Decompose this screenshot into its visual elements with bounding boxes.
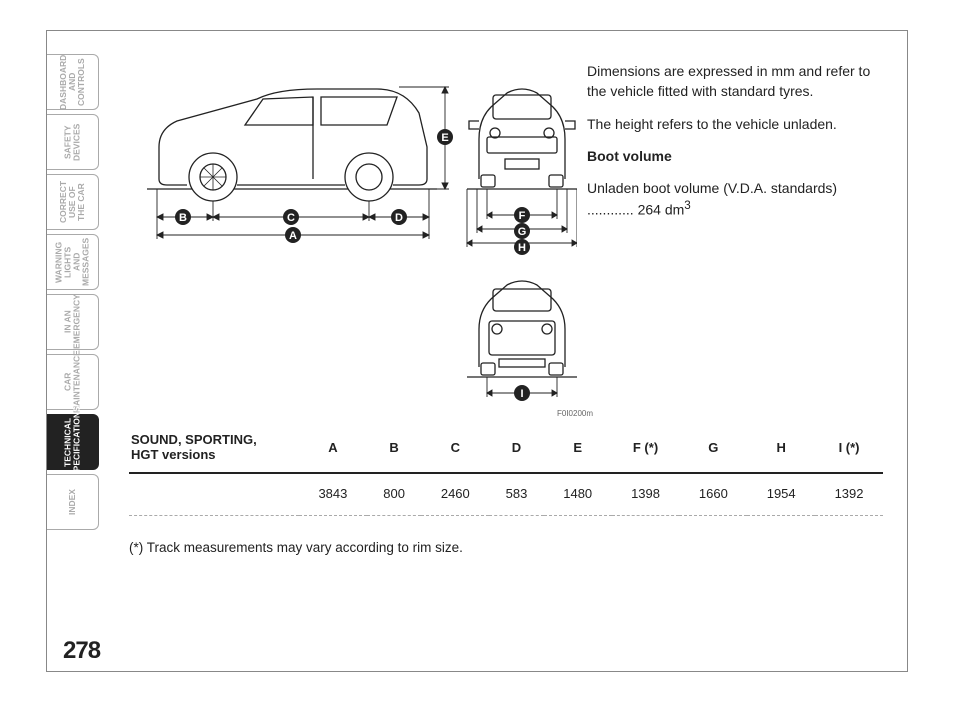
callout-h: H [514, 239, 530, 255]
val-b: 800 [367, 473, 422, 516]
svg-text:G: G [518, 226, 527, 238]
page-sheet: DASHBOARD AND CONTROLS SAFETY DEVICES CO… [46, 30, 908, 672]
val-e: 1480 [544, 473, 612, 516]
callout-a: A [285, 227, 301, 243]
desc-p2: The height refers to the vehicle unladen… [587, 114, 883, 134]
tab-specifications[interactable]: TECHNICAL SPECIFICATIONS [47, 414, 99, 470]
sidebar-tabs: DASHBOARD AND CONTROLS SAFETY DEVICES CO… [47, 54, 99, 530]
col-b: B [367, 426, 422, 473]
col-i: I (*) [815, 426, 883, 473]
tab-safety[interactable]: SAFETY DEVICES [47, 114, 99, 170]
val-c: 2460 [421, 473, 489, 516]
svg-text:E: E [441, 132, 448, 144]
description-text: Dimensions are expressed in mm and refer… [587, 61, 883, 232]
svg-text:B: B [179, 212, 187, 224]
callout-i: I [514, 385, 530, 401]
page-number: 278 [63, 637, 100, 665]
svg-text:D: D [395, 212, 403, 224]
svg-text:F: F [519, 210, 526, 222]
col-g: G [679, 426, 747, 473]
tab-index[interactable]: INDEX [47, 474, 99, 530]
callout-d: D [391, 209, 407, 225]
table-caption: SOUND, SPORTING, HGT versions [129, 426, 299, 473]
val-i: 1392 [815, 473, 883, 516]
table-row: 3843 800 2460 583 1480 1398 1660 1954 13… [129, 473, 883, 516]
tab-correct-use[interactable]: CORRECT USE OF THE CAR [47, 174, 99, 230]
tab-emergency[interactable]: IN AN EMERGENCY [47, 294, 99, 350]
tab-maintenance[interactable]: CAR MAINTENANCE [47, 354, 99, 410]
val-f: 1398 [612, 473, 680, 516]
val-d: 583 [489, 473, 544, 516]
svg-text:C: C [287, 212, 295, 224]
col-h: H [747, 426, 815, 473]
svg-text:A: A [289, 230, 297, 242]
callout-g: G [514, 223, 530, 239]
dimensions-table: SOUND, SPORTING, HGT versions A B C D E … [129, 426, 883, 555]
callout-f: F [514, 207, 530, 223]
footnote: (*) Track measurements may vary accordin… [129, 540, 883, 555]
svg-text:H: H [518, 242, 526, 254]
figure-code: F0I0200m [557, 409, 593, 418]
val-a: 3843 [299, 473, 367, 516]
tab-warning[interactable]: WARNING LIGHTS AND MESSAGES [47, 234, 99, 290]
tab-dashboard[interactable]: DASHBOARD AND CONTROLS [47, 54, 99, 110]
callout-c: C [283, 209, 299, 225]
col-c: C [421, 426, 489, 473]
boot-line: Unladen boot volume (V.D.A. standards) .… [587, 178, 883, 220]
col-d: D [489, 426, 544, 473]
col-e: E [544, 426, 612, 473]
boot-value: 264 dm [638, 202, 685, 218]
dimension-diagram: B C D A E F G H I F0I0200m [137, 49, 577, 414]
col-a: A [299, 426, 367, 473]
val-g: 1660 [679, 473, 747, 516]
boot-label: Unladen boot volume (V.D.A. standards) .… [587, 180, 837, 218]
callout-b: B [175, 209, 191, 225]
callout-e: E [437, 129, 453, 145]
boot-exp: 3 [684, 199, 690, 212]
table-header-row: SOUND, SPORTING, HGT versions A B C D E … [129, 426, 883, 473]
val-h: 1954 [747, 473, 815, 516]
col-f: F (*) [612, 426, 680, 473]
boot-heading: Boot volume [587, 146, 883, 166]
desc-p1: Dimensions are expressed in mm and refer… [587, 61, 883, 102]
svg-text:I: I [520, 388, 523, 400]
